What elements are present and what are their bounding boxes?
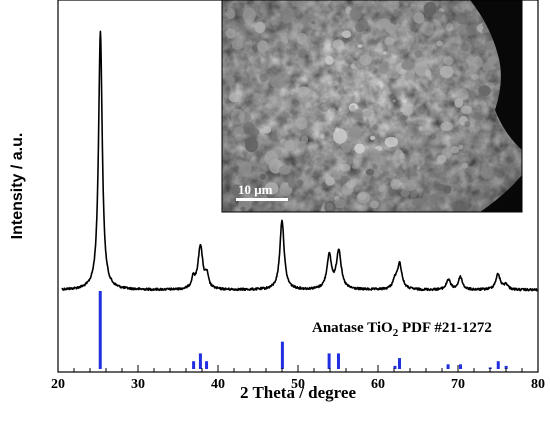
x-tick-label: 80 — [531, 377, 545, 392]
x-axis-ticks — [57, 365, 539, 372]
x-tick-label: 50 — [291, 377, 305, 392]
x-axis-title: 2 Theta / degree — [240, 383, 356, 402]
scale-bar-label: 10 μm — [238, 182, 273, 197]
sem-inset-image: 10 μm — [221, 0, 523, 213]
x-axis-tick-labels: 20 30 40 50 60 70 80 — [51, 377, 545, 392]
x-tick-label: 20 — [51, 377, 65, 392]
xrd-pattern-line — [61, 30, 538, 292]
x-tick-label: 30 — [131, 377, 145, 392]
x-tick-label: 40 — [211, 377, 225, 392]
x-tick-label: 60 — [371, 377, 385, 392]
reference-label: Anatase TiO2 PDF #21-1272 — [312, 320, 492, 339]
y-axis-title: Intensity / a.u. — [9, 133, 26, 240]
x-tick-label: 70 — [451, 377, 465, 392]
scale-bar — [236, 198, 288, 201]
